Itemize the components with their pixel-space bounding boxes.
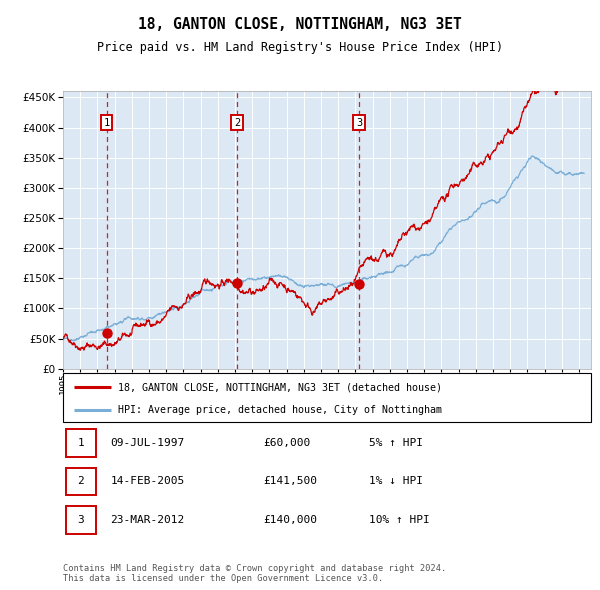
FancyBboxPatch shape xyxy=(65,429,96,457)
Text: £141,500: £141,500 xyxy=(263,477,317,486)
Text: 18, GANTON CLOSE, NOTTINGHAM, NG3 3ET (detached house): 18, GANTON CLOSE, NOTTINGHAM, NG3 3ET (d… xyxy=(118,382,442,392)
FancyBboxPatch shape xyxy=(63,373,591,422)
FancyBboxPatch shape xyxy=(65,506,96,534)
Text: 5% ↑ HPI: 5% ↑ HPI xyxy=(369,438,423,448)
Text: 18, GANTON CLOSE, NOTTINGHAM, NG3 3ET: 18, GANTON CLOSE, NOTTINGHAM, NG3 3ET xyxy=(138,17,462,32)
Text: Contains HM Land Registry data © Crown copyright and database right 2024.
This d: Contains HM Land Registry data © Crown c… xyxy=(63,563,446,583)
Text: 2: 2 xyxy=(77,477,85,486)
Text: £140,000: £140,000 xyxy=(263,515,317,525)
Text: 09-JUL-1997: 09-JUL-1997 xyxy=(110,438,185,448)
Text: HPI: Average price, detached house, City of Nottingham: HPI: Average price, detached house, City… xyxy=(118,405,442,415)
Text: £60,000: £60,000 xyxy=(263,438,311,448)
Text: 1% ↓ HPI: 1% ↓ HPI xyxy=(369,477,423,486)
Text: 1: 1 xyxy=(103,118,110,128)
Text: 10% ↑ HPI: 10% ↑ HPI xyxy=(369,515,430,525)
Text: 3: 3 xyxy=(77,515,85,525)
Text: 2: 2 xyxy=(234,118,240,128)
Text: 1: 1 xyxy=(77,438,85,448)
Text: 14-FEB-2005: 14-FEB-2005 xyxy=(110,477,185,486)
FancyBboxPatch shape xyxy=(65,467,96,496)
Text: 3: 3 xyxy=(356,118,362,128)
Text: 23-MAR-2012: 23-MAR-2012 xyxy=(110,515,185,525)
Text: Price paid vs. HM Land Registry's House Price Index (HPI): Price paid vs. HM Land Registry's House … xyxy=(97,41,503,54)
